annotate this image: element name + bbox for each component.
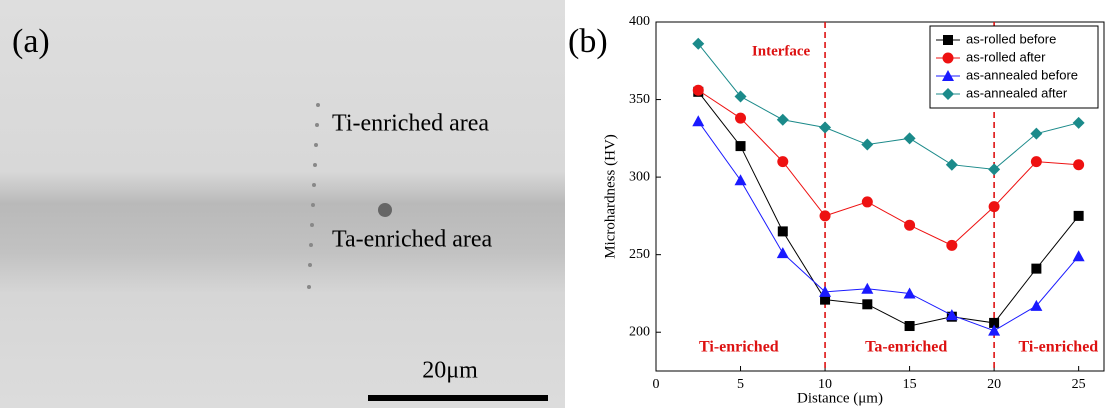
annotation: Ta-enriched area bbox=[332, 227, 493, 253]
interface-label: Interface bbox=[752, 43, 811, 59]
marker bbox=[776, 113, 789, 126]
marker bbox=[988, 163, 1001, 176]
series-line bbox=[697, 89, 1079, 246]
marker bbox=[777, 156, 789, 168]
marker bbox=[777, 226, 788, 237]
marker bbox=[988, 201, 1000, 213]
marker bbox=[904, 219, 916, 231]
series-line bbox=[697, 120, 1080, 332]
marker bbox=[1072, 116, 1085, 129]
region-label: Ti-enriched bbox=[1019, 339, 1099, 356]
marker bbox=[819, 285, 832, 297]
region-label: Ti-enriched bbox=[699, 339, 779, 356]
series bbox=[693, 86, 1084, 332]
panel-label: (a) bbox=[12, 23, 50, 60]
y-tick-label: 200 bbox=[629, 324, 650, 339]
marker bbox=[1031, 263, 1042, 274]
marker bbox=[1073, 210, 1084, 221]
marker bbox=[903, 287, 916, 299]
marker bbox=[988, 324, 1001, 336]
marker bbox=[861, 138, 874, 151]
x-tick-label: 10 bbox=[818, 377, 832, 392]
marker bbox=[1030, 156, 1042, 168]
y-tick-label: 350 bbox=[629, 92, 650, 107]
y-axis-label: Microhardness (HV) bbox=[602, 134, 618, 259]
marker bbox=[946, 239, 958, 251]
region-label: Ta-enriched bbox=[865, 339, 947, 356]
marker bbox=[735, 112, 747, 124]
legend-marker bbox=[942, 88, 954, 100]
marker bbox=[945, 158, 958, 171]
x-tick-label: 25 bbox=[1072, 377, 1086, 392]
y-tick-label: 400 bbox=[629, 14, 650, 29]
marker bbox=[820, 294, 831, 305]
marker bbox=[734, 174, 747, 186]
marker bbox=[1072, 250, 1085, 262]
legend-label: as-annealed after bbox=[966, 85, 1068, 100]
x-axis-label: Distance (μm) bbox=[797, 390, 883, 406]
marker bbox=[692, 37, 705, 50]
legend-label: as-rolled before bbox=[966, 31, 1056, 46]
marker bbox=[735, 141, 746, 152]
y-tick-label: 300 bbox=[629, 169, 650, 184]
annotation: Ti-enriched area bbox=[332, 111, 489, 137]
micrograph-image bbox=[0, 0, 565, 408]
marker bbox=[692, 84, 704, 96]
legend-marker bbox=[943, 35, 953, 45]
x-tick-label: 0 bbox=[653, 377, 660, 392]
marker bbox=[1030, 127, 1043, 140]
marker bbox=[1073, 159, 1085, 171]
marker bbox=[734, 90, 747, 103]
indent-dots bbox=[307, 103, 392, 289]
scale-bar bbox=[368, 395, 548, 401]
x-tick-label: 15 bbox=[903, 377, 917, 392]
marker bbox=[904, 321, 915, 332]
series bbox=[692, 84, 1085, 251]
marker bbox=[945, 309, 958, 321]
chart: (b) 0 5 10 15 20 25 200 250 300 350 400 Distance (μ… bbox=[568, 14, 1105, 406]
marker bbox=[862, 299, 873, 310]
x-tick-label: 5 bbox=[737, 377, 744, 392]
legend-marker bbox=[942, 70, 954, 81]
x-tick-label: 20 bbox=[987, 377, 1001, 392]
micrograph: (a) Ti-enriched area Ta-enriched area 20… bbox=[0, 0, 565, 408]
marker bbox=[819, 121, 832, 134]
series bbox=[692, 115, 1085, 336]
legend-label: as-annealed before bbox=[966, 67, 1078, 82]
scale-bar-label: 20μm bbox=[422, 358, 478, 384]
series-line bbox=[697, 91, 1080, 327]
panel-label: (b) bbox=[568, 23, 608, 60]
legend-label: as-rolled after bbox=[966, 49, 1046, 64]
y-tick-label: 250 bbox=[629, 247, 650, 262]
marker bbox=[861, 196, 873, 208]
marker bbox=[776, 247, 789, 259]
series bbox=[692, 37, 1085, 176]
plot-frame bbox=[655, 21, 1105, 372]
marker bbox=[819, 210, 831, 222]
marker bbox=[1030, 299, 1043, 311]
marker bbox=[692, 115, 705, 127]
marker bbox=[861, 282, 874, 294]
series-line bbox=[697, 43, 1079, 170]
legend: as-rolled before as-rolled after as-anneal… bbox=[929, 25, 1099, 109]
marker bbox=[989, 317, 1000, 328]
marker bbox=[903, 132, 916, 145]
legend-marker bbox=[942, 52, 954, 64]
